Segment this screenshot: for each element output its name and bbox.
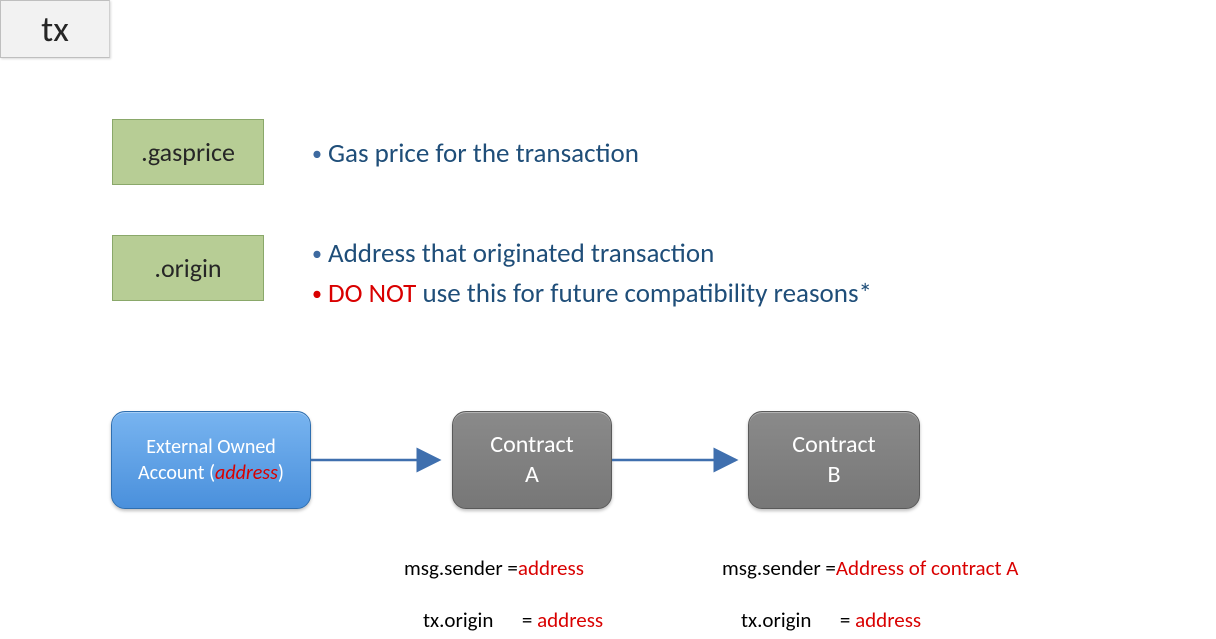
node-contract-b: Contract B (748, 411, 920, 509)
note-a-line1: msg.sender = address (404, 555, 603, 581)
note-b-line2: tx.origin = address (722, 581, 1018, 639)
bullet-dot-icon: • (306, 277, 328, 311)
pill-origin: .origin (112, 235, 264, 301)
note-b1-red: Address of contract A (836, 555, 1019, 581)
node-a-line1: Contract (490, 430, 573, 460)
bullet-row: • Address that originated transaction (306, 237, 872, 271)
node-eoa-line2: Account (address) (138, 460, 284, 486)
tx-tab: tx (0, 0, 110, 58)
node-eoa-address: address (215, 461, 278, 485)
bullet-text: DO NOT use this for future compatibility… (328, 277, 872, 311)
arrow-a-to-b (612, 448, 752, 472)
note-contract-a: msg.sender = address tx.origin = address (404, 555, 603, 639)
note-contract-b: msg.sender = Address of contract A tx.or… (722, 555, 1018, 639)
note-b-line1: msg.sender = Address of contract A (722, 555, 1018, 581)
node-eoa-line2-pre: Account ( (138, 461, 215, 485)
note-b2-red: address (855, 607, 921, 633)
node-b-line1: Contract (792, 430, 875, 460)
bullets-origin: • Address that originated transaction • … (306, 237, 872, 311)
bullet-dot-icon: • (306, 237, 328, 271)
arrow-eoa-to-a (311, 448, 451, 472)
bullet-text: Gas price for the transaction (328, 137, 639, 171)
node-eoa-line1: External Owned (146, 434, 276, 460)
tx-tab-label: tx (41, 7, 69, 51)
note-a2-pre: tx.origin = (423, 607, 537, 633)
note-a1-pre: msg.sender = (404, 555, 518, 581)
note-a1-red: address (518, 555, 584, 581)
bullet-dot-icon: • (306, 137, 328, 171)
note-a-line2: tx.origin = address (404, 581, 603, 639)
pill-gasprice: .gasprice (112, 119, 264, 185)
warn-rest: use this for future compatibility reason… (416, 277, 872, 310)
bullet-row: • DO NOT use this for future compatibili… (306, 277, 872, 311)
pill-gasprice-label: .gasprice (141, 136, 235, 168)
node-b-line2: B (827, 460, 840, 490)
pill-origin-label: .origin (154, 252, 221, 284)
bullet-row: • Gas price for the transaction (306, 137, 639, 171)
node-contract-a: Contract A (452, 411, 612, 509)
node-eoa: External Owned Account (address) (111, 411, 311, 509)
note-a2-red: address (537, 607, 603, 633)
note-b2-pre: tx.origin = (741, 607, 855, 633)
note-b1-pre: msg.sender = (722, 555, 836, 581)
node-eoa-line2-post: ) (278, 461, 284, 485)
bullet-text: Address that originated transaction (328, 237, 714, 271)
node-a-line2: A (525, 460, 539, 490)
warn-prefix: DO NOT (328, 277, 416, 310)
bullets-gasprice: • Gas price for the transaction (306, 137, 639, 171)
